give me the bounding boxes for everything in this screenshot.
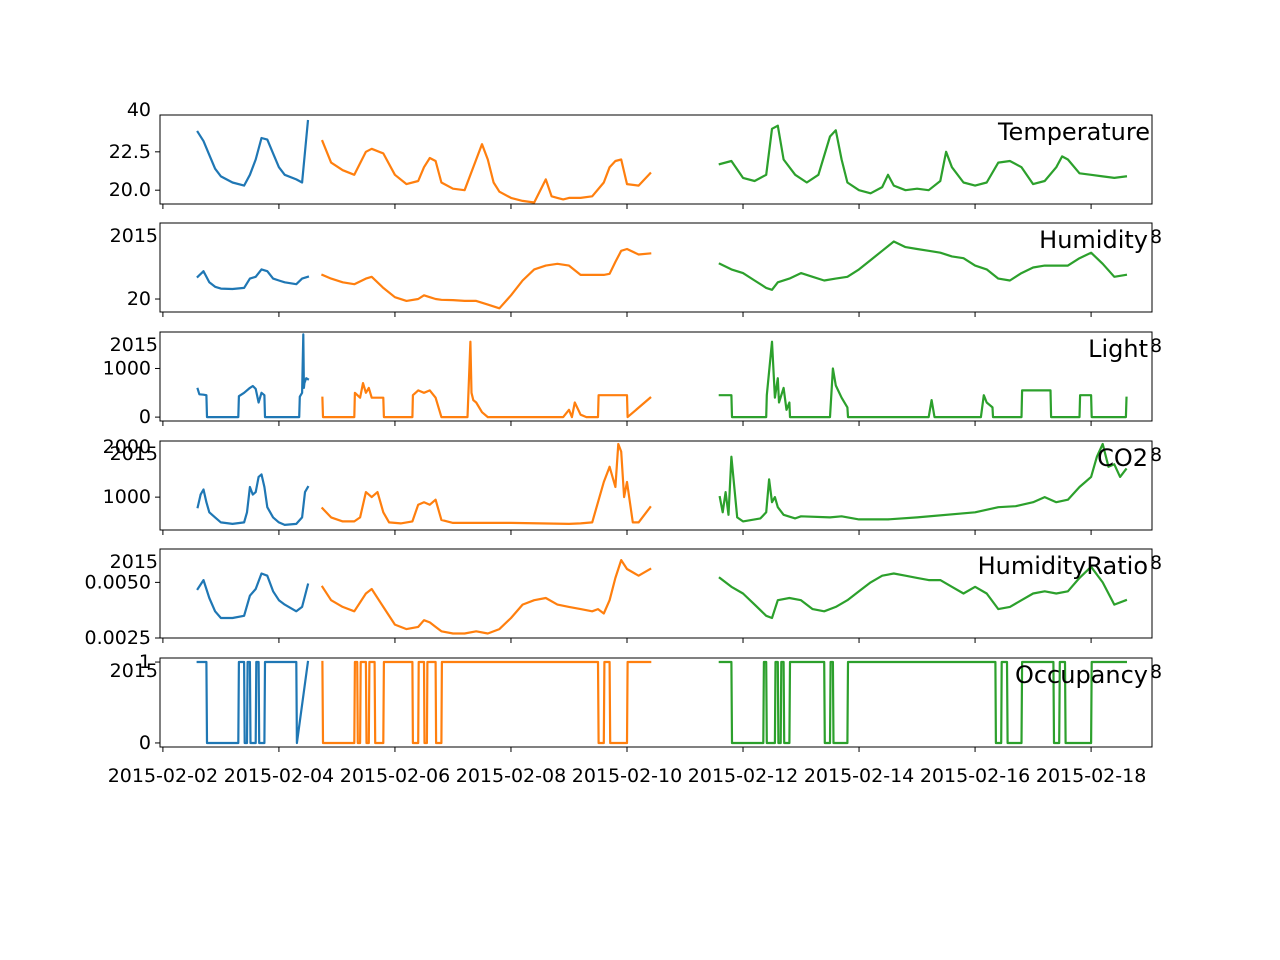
temperature-series-train <box>196 119 310 187</box>
co2-panel-label: CO2 <box>1097 444 1148 472</box>
panel-lines <box>196 119 1128 204</box>
xtick-label: 2015-02-02 <box>108 765 218 787</box>
humidity_ratio-axes-frame <box>159 548 1153 639</box>
humidity_ratio-panel-label: HumidityRatio <box>978 552 1148 580</box>
occupancy-panel-label: Occupancy <box>1015 661 1148 689</box>
light-series-test2 <box>718 340 1128 419</box>
panel-temperature: 20.0 22.5 Temperature 40 <box>109 99 1153 209</box>
co2-ytick-label: 1000 <box>103 486 151 508</box>
humidity-series-train <box>196 268 310 291</box>
panel-lines <box>196 660 1128 745</box>
light-overlap-label: 2015 <box>110 334 158 356</box>
temperature-series-test1 <box>320 139 652 204</box>
temperature-ytick-label: 20.0 <box>109 179 151 201</box>
temperature-axes-frame <box>159 114 1153 205</box>
humidity_ratio-ytick-label: 0.0025 <box>85 627 151 649</box>
occupancy-series-train <box>196 660 310 745</box>
humidity-series-test2 <box>718 240 1128 291</box>
panel-lines <box>196 240 1128 310</box>
occupancy-overlap-label: 8 <box>1150 661 1162 683</box>
occupancy-ytick-label: 1 <box>139 651 151 673</box>
xtick-label: 2015-02-10 <box>572 765 682 787</box>
co2-overlap-label: 2015 <box>110 443 158 465</box>
panel-occupancy: 0 1 Occupancy 2015 8 <box>110 651 1162 754</box>
occupancy-ytick-label: 0 <box>139 732 151 754</box>
co2-series-train <box>196 473 310 527</box>
occupancy-series-test2 <box>718 660 1128 745</box>
humidity-ytick-label: 20 <box>127 288 151 310</box>
xtick-label: 2015-02-04 <box>224 765 334 787</box>
light-axes-frame <box>159 331 1153 422</box>
panel-lines <box>196 558 1128 635</box>
humidity-overlap-label: 8 <box>1150 226 1162 248</box>
co2-overlap-label: 8 <box>1150 444 1162 466</box>
x-axis-labels: 2015-02-02 2015-02-04 2015-02-06 2015-02-08… <box>108 765 1147 787</box>
temperature-ytick-label: 22.5 <box>109 141 151 163</box>
panel-lines <box>196 442 1128 527</box>
panel-humidity: 20 Humidity 2015 8 <box>110 222 1162 317</box>
humidity_ratio-overlap-label: 2015 <box>110 551 158 573</box>
co2-axes-frame <box>159 440 1153 531</box>
humidity_ratio-ytick-label: 0.0050 <box>85 571 151 593</box>
xtick-label: 2015-02-08 <box>456 765 566 787</box>
occupancy-axes-frame <box>159 657 1153 748</box>
co2-series-test1 <box>320 442 652 526</box>
light-series-test1 <box>321 340 652 419</box>
co2-overlap-label: 2000 <box>103 436 151 458</box>
light-series-train <box>196 333 310 419</box>
xtick-label: 2015-02-14 <box>804 765 914 787</box>
humidity-overlap-label: 2015 <box>110 225 158 247</box>
panel-light: 0 1000 Light 2015 8 <box>103 331 1162 428</box>
light-overlap-label: 8 <box>1150 335 1162 357</box>
occupancy-series-test1 <box>321 660 652 745</box>
panel-humidity_ratio: 0.0025 0.0050 HumidityRatio 2015 8 <box>85 548 1162 649</box>
humidity_ratio-overlap-label: 8 <box>1150 552 1162 574</box>
light-panel-label: Light <box>1088 335 1148 363</box>
xtick-label: 2015-02-18 <box>1036 765 1146 787</box>
xtick-label: 2015-02-12 <box>688 765 798 787</box>
xtick-label: 2015-02-06 <box>340 765 450 787</box>
humidity-axes-frame <box>159 222 1153 313</box>
co2-series-test2 <box>718 442 1128 523</box>
occupancy-overlap-label: 2015 <box>110 660 158 682</box>
temperature-panel-label: Temperature <box>997 118 1150 146</box>
humidity_ratio-series-test2 <box>718 565 1128 620</box>
humidity-series-test1 <box>320 247 652 310</box>
humidity-panel-label: Humidity <box>1039 226 1148 254</box>
humidity_ratio-series-test1 <box>320 558 652 635</box>
xtick-label: 2015-02-16 <box>920 765 1030 787</box>
panel-lines <box>196 333 1128 419</box>
light-ytick-label: 0 <box>139 406 151 428</box>
humidity_ratio-series-train <box>196 572 310 620</box>
temperature-overlap-label: 40 <box>127 99 151 121</box>
light-ytick-label: 1000 <box>103 357 151 379</box>
temperature-series-test2 <box>718 124 1128 195</box>
